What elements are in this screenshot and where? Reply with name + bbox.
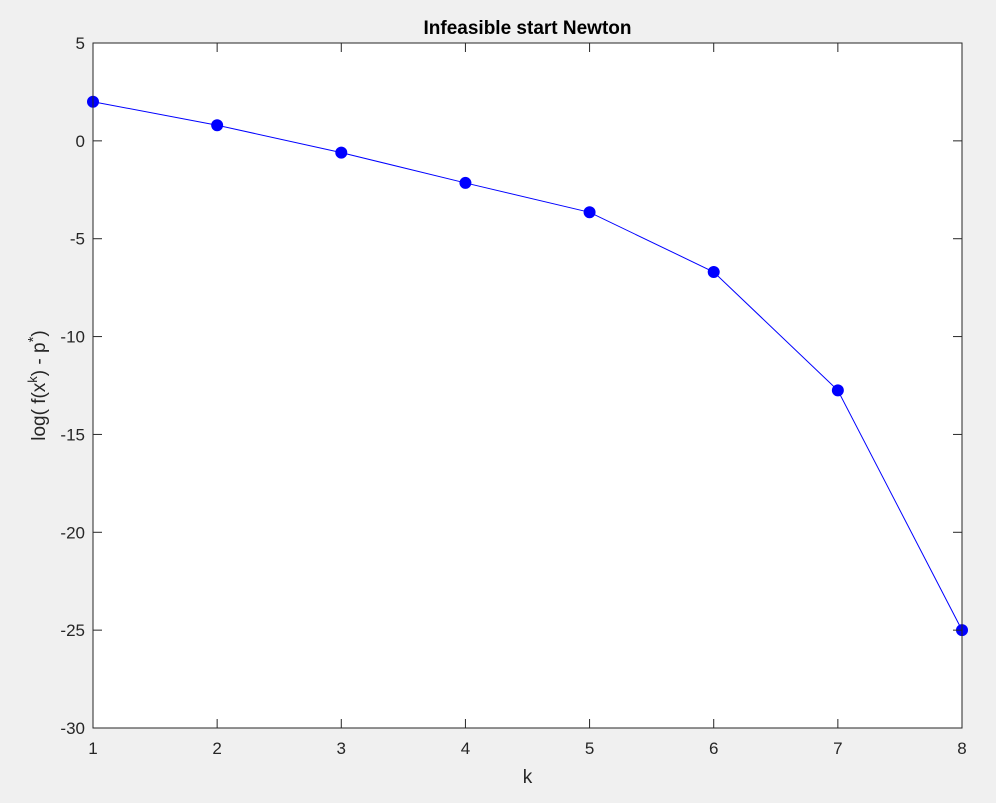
tick-layer: 1 2 3 4 5 6 7 8 5 0 -5 -10 -15 -20 -25 -30 [60,34,966,758]
x-tick-label: 5 [585,739,594,758]
y-tick-label: -5 [70,230,85,249]
y-tick-label: -25 [60,621,85,640]
x-tick-label: 8 [957,739,966,758]
data-point-k3 [335,146,348,159]
y-axis-label-suffix: ) - p [29,342,50,376]
data-point-k7 [831,384,844,397]
y-axis-label: log( f(xk) - p*) [25,330,50,441]
axes-box [92,42,963,729]
y-tick-label: 0 [76,132,85,151]
y-tick-label: 5 [76,34,85,53]
series-line [92,101,963,631]
y-axis-label-prefix: log( f(x [29,382,50,441]
y-axis-label-superscript: k [25,376,40,383]
data-point-k6 [707,265,720,278]
plot-area [93,43,962,728]
x-axis-label: k [523,767,533,788]
x-tick-label: 2 [212,739,221,758]
y-tick-label: -30 [60,719,85,738]
series-layer [87,95,968,637]
y-tick-label: -20 [60,523,85,542]
x-tick-label: 7 [833,739,842,758]
x-tick-label: 3 [337,739,346,758]
data-point-k5 [583,206,596,219]
x-tick-label: 6 [709,739,718,758]
y-axis-label-star: * [25,336,42,342]
y-tick-label: -10 [60,328,85,347]
x-tick-label: 4 [461,739,470,758]
y-axis-label-close: ) [29,330,50,336]
x-tick-label: 1 [88,739,97,758]
chart-title: Infeasible start Newton [424,18,632,39]
data-point-k4 [459,176,472,189]
y-tick-label: -15 [60,425,85,444]
data-point-k2 [211,119,224,132]
